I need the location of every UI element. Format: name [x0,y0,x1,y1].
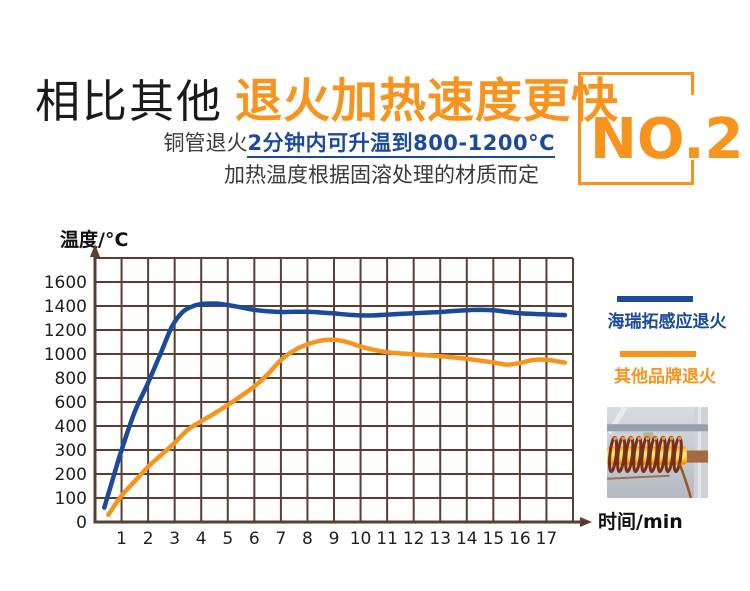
copper-wire [607,474,670,480]
legend-blue-swatch [617,296,693,302]
y-tick-label: 200 [55,465,87,485]
badge-border-segment [691,75,694,95]
subtitle-line1: 铜管退火2分钟内可升温到800-1200°C [100,130,555,158]
series-line-0 [102,301,568,510]
y-tick-label: 0 [76,513,87,533]
subtitle-block: 铜管退火2分钟内可升温到800-1200°C 加热温度根据固溶处理的材质而定 [100,130,555,188]
subtitle-highlight: 2分钟内可升温到800-1200°C [247,131,555,158]
coil-tips [613,436,682,441]
x-tick-label: 1 [116,529,127,549]
x-tick-label: 13 [429,529,451,549]
y-tick-label: 1600 [44,273,87,293]
x-tick-label: 3 [169,529,180,549]
x-tick-label: 17 [536,529,558,549]
x-axis-arrow [580,517,592,527]
subtitle-note: 加热温度根据固溶处理的材质而定 [224,163,539,187]
y-tick-label: 400 [55,417,87,437]
title-highlight: 退火加热速度更快 [235,74,620,129]
y-tick-label: 100 [55,489,87,509]
induction-coil-photo [607,407,708,498]
x-tick-label: 12 [403,529,425,549]
legend-orange-label: 其他品牌退火 [614,367,716,387]
x-tick-label: 4 [196,529,207,549]
time-axis-label: 时间/min [598,511,683,533]
x-tick-label: 8 [302,529,313,549]
page-title: 相比其他 退火加热速度更快 [35,62,619,131]
x-tick-label: 9 [329,529,340,549]
x-tick-label: 15 [483,529,505,549]
x-tick-label: 16 [509,529,531,549]
x-tick-label: 5 [222,529,233,549]
y-axis-arrow [90,244,100,257]
x-tick-label: 2 [143,529,154,549]
photo-clamp [643,432,654,441]
chart-axes [93,252,585,524]
x-tick-label: 10 [350,529,372,549]
x-tick-label: 14 [456,529,478,549]
x-tick-label: 11 [376,529,398,549]
y-tick-label: 300 [55,441,87,461]
x-tick-label: 7 [275,529,286,549]
badge-border-segment [691,160,694,182]
temperature-axis-label: 温度/°C [60,229,129,251]
copper-wire [678,463,693,498]
x-tick-label: 6 [249,529,260,549]
legend-orange-swatch [620,351,696,357]
y-tick-label: 800 [55,369,87,389]
series-line-1 [106,337,568,518]
no2-badge-frame [578,72,694,185]
legend-blue-label: 海瑞拓感应退火 [607,312,727,332]
subtitle-prefix: 铜管退火 [163,131,248,155]
no2-badge-label: NO.2 [590,107,744,172]
y-tick-label: 1000 [44,345,87,365]
title-prefix: 相比其他 [35,75,224,128]
y-tick-label: 1400 [44,297,87,317]
y-tick-label: 1200 [44,321,87,341]
photo-top-bar [607,424,708,432]
chart-grid [95,257,574,523]
y-tick-label: 600 [55,393,87,413]
